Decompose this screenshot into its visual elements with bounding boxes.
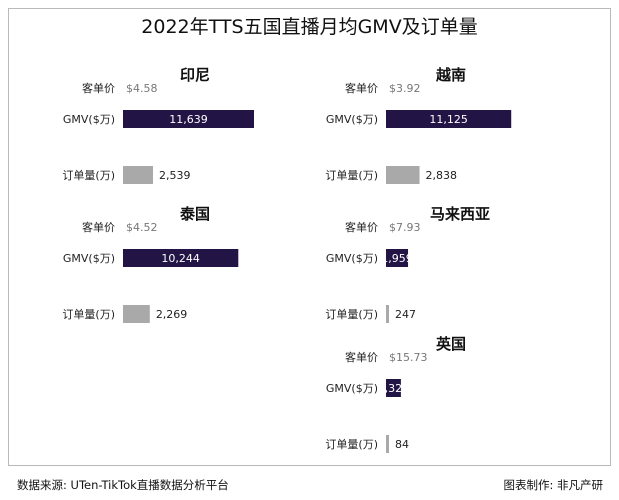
- price-value: $15.73: [389, 351, 428, 364]
- row-label-gmv: GMV($万): [326, 382, 378, 395]
- panel-title: 英国: [436, 335, 466, 353]
- row-label-orders: 订单量(万): [325, 169, 378, 182]
- row-label-price: 客单价: [82, 81, 115, 95]
- gmv-value-label: 1,959: [381, 252, 413, 265]
- gmv-bar: [123, 110, 254, 128]
- price-value: $4.58: [126, 82, 158, 95]
- chart-maker-note: 图表制作: 非凡产研: [503, 478, 603, 492]
- row-label-gmv: GMV($万): [326, 252, 378, 265]
- orders-bar: [386, 435, 389, 453]
- gmv-bar: [123, 249, 239, 267]
- gmv-value-label: 1,324: [378, 382, 410, 395]
- row-label-price: 客单价: [345, 220, 378, 234]
- chart-frame: [8, 8, 611, 466]
- row-label-gmv: GMV($万): [63, 252, 115, 265]
- row-label-orders: 订单量(万): [62, 169, 115, 182]
- orders-value-label: 2,539: [159, 169, 191, 182]
- orders-value-label: 247: [395, 308, 416, 321]
- orders-bar: [123, 305, 150, 323]
- orders-value-label: 84: [395, 438, 409, 451]
- row-label-gmv: GMV($万): [326, 113, 378, 126]
- row-label-orders: 订单量(万): [62, 308, 115, 321]
- panel-title: 泰国: [179, 205, 210, 223]
- orders-value-label: 2,269: [156, 308, 188, 321]
- orders-bar: [386, 305, 389, 323]
- price-value: $4.52: [126, 221, 158, 234]
- panel-title: 印尼: [180, 66, 210, 84]
- price-value: $7.93: [389, 221, 421, 234]
- chart-title: 2022年TTS五国直播月均GMV及订单量: [141, 16, 478, 38]
- gmv-bar: [386, 249, 409, 267]
- orders-value-label: 2,838: [426, 169, 458, 182]
- gmv-value-label: 11,639: [169, 113, 208, 126]
- row-label-gmv: GMV($万): [63, 113, 115, 126]
- row-label-orders: 订单量(万): [325, 438, 378, 451]
- data-source-note: 数据来源: UTen-TikTok直播数据分析平台: [17, 478, 229, 492]
- gmv-value-label: 11,125: [429, 113, 468, 126]
- row-label-price: 客单价: [345, 350, 378, 364]
- panel-title: 越南: [435, 66, 466, 84]
- gmv-value-label: 10,244: [161, 252, 200, 265]
- orders-bar: [386, 166, 420, 184]
- gmv-bar: [386, 379, 401, 397]
- row-label-orders: 订单量(万): [325, 308, 378, 321]
- price-value: $3.92: [389, 82, 421, 95]
- row-label-price: 客单价: [82, 220, 115, 234]
- panel-title: 马来西亚: [430, 205, 490, 223]
- row-label-price: 客单价: [345, 81, 378, 95]
- gmv-bar: [386, 110, 512, 128]
- orders-bar: [123, 166, 154, 184]
